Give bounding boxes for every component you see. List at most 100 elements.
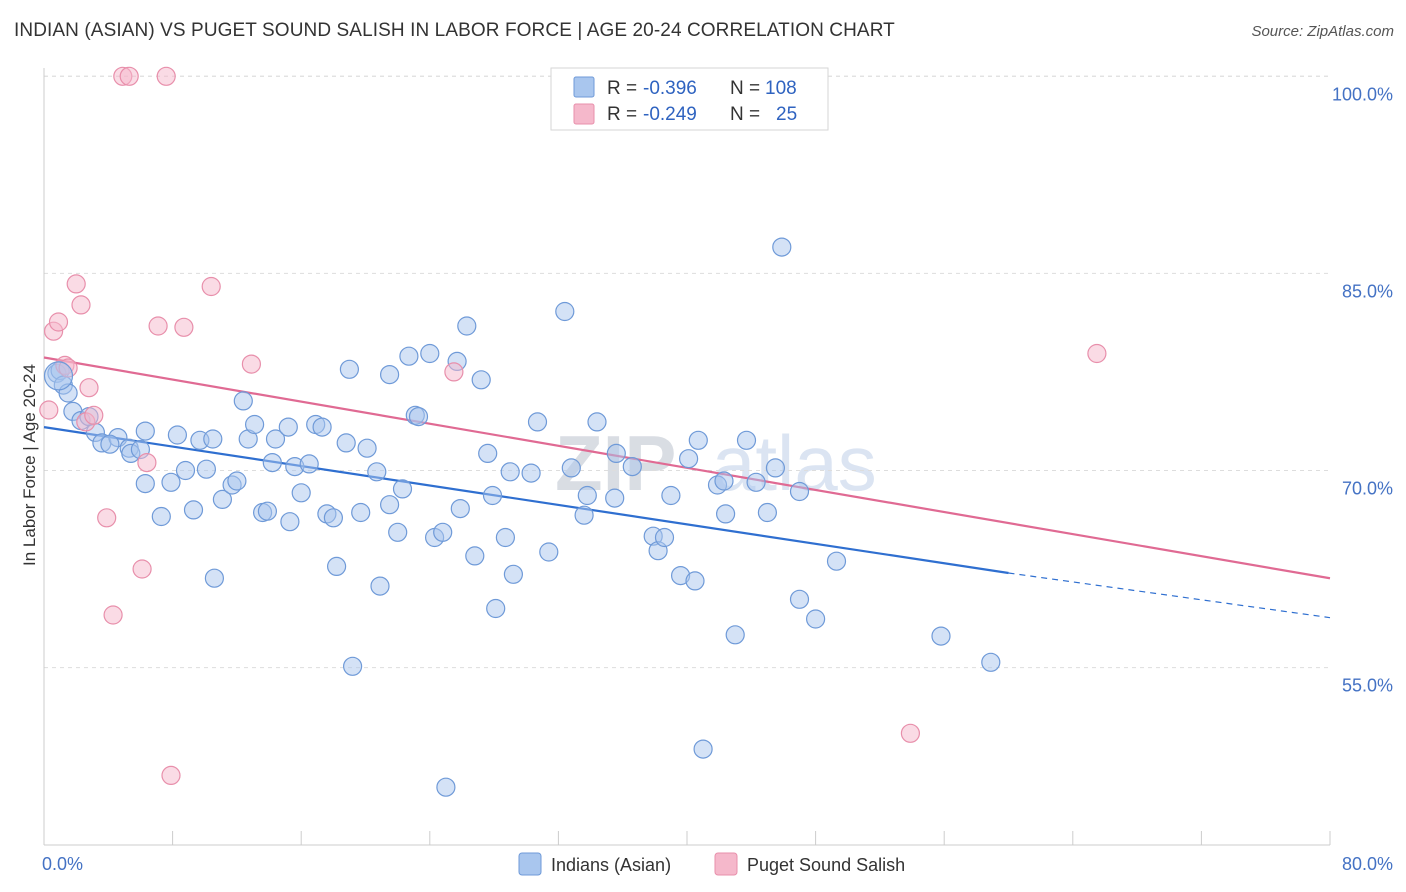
point-indians-47 (343, 656, 363, 676)
point-indians-77 (555, 301, 575, 322)
point-indians-23 (203, 429, 223, 449)
chart-title: INDIAN (ASIAN) VS PUGET SOUND SALISH IN … (14, 20, 895, 41)
point-indians-79 (574, 505, 594, 525)
point-salish-24 (1087, 343, 1107, 364)
point-indians-61 (433, 522, 453, 542)
trend-line-extension-indians (1008, 572, 1331, 619)
legend-n-label-salish: N = (730, 104, 760, 125)
point-indians-91 (685, 571, 705, 591)
legend-n-value-indians: 108 (765, 78, 797, 99)
point-salish-20 (201, 276, 221, 297)
point-indians-95 (714, 471, 734, 491)
point-indians-82 (605, 488, 625, 508)
point-indians-14 (135, 474, 155, 494)
point-indians-99 (746, 472, 766, 492)
point-salish-11 (103, 605, 123, 625)
point-indians-98 (736, 430, 757, 450)
point-indians-96 (715, 504, 736, 524)
point-indians-52 (380, 365, 400, 385)
point-salish-22 (444, 362, 464, 382)
point-salish-16 (148, 316, 168, 336)
point-indians-104 (789, 589, 810, 609)
point-indians-56 (399, 346, 419, 366)
source-label: Source: ZipAtlas.com (1251, 23, 1394, 40)
point-indians-50 (367, 462, 387, 482)
point-salish-17 (156, 66, 176, 86)
y-tick-label-70: 70.0% (1342, 478, 1393, 498)
point-salish-5 (66, 274, 86, 294)
point-indians-107 (931, 626, 951, 646)
point-indians-80 (577, 485, 597, 506)
point-indians-38 (291, 483, 311, 503)
point-indians-54 (388, 522, 408, 542)
point-indians-35 (278, 417, 298, 437)
point-indians-66 (465, 546, 485, 566)
series-legend-swatch-salish (714, 852, 738, 876)
point-indians-55 (392, 479, 413, 499)
point-indians-34 (265, 429, 286, 449)
correlation-legend: R = -0.396 N = 108 R = -0.249 N = 25 (550, 67, 829, 131)
point-indians-cluster (43, 361, 74, 391)
point-salish-23 (900, 723, 921, 743)
point-indians-101 (765, 458, 786, 478)
series-legend: Indians (Asian) Puget Sound Salish (518, 852, 905, 876)
point-salish-19 (174, 317, 194, 337)
point-indians-48 (351, 502, 371, 523)
point-indians-69 (482, 485, 503, 506)
point-salish-6 (71, 295, 91, 315)
point-salish-15 (137, 453, 157, 473)
point-indians-93 (693, 739, 713, 759)
point-indians-45 (336, 433, 356, 453)
point-indians-68 (478, 443, 498, 463)
point-salish-21 (241, 354, 261, 374)
point-indians-92 (688, 430, 708, 450)
point-indians-102 (772, 237, 792, 257)
point-indians-36 (280, 512, 300, 532)
point-indians-19 (175, 460, 196, 481)
y-tick-label-100: 100.0% (1332, 84, 1393, 104)
legend-swatch-salish (573, 103, 595, 125)
point-indians-59 (420, 343, 440, 364)
point-indians-105 (805, 609, 826, 629)
point-indians-87 (654, 527, 675, 548)
point-salish-2 (48, 312, 69, 332)
point-indians-49 (357, 438, 377, 458)
point-indians-83 (606, 443, 626, 463)
point-indians-43 (323, 508, 343, 528)
point-indians-88 (661, 485, 681, 506)
point-indians-73 (503, 564, 524, 584)
series-legend-swatch-indians (518, 852, 542, 876)
point-indians-18 (167, 425, 187, 445)
point-indians-58 (408, 407, 429, 427)
point-indians-24 (204, 568, 224, 588)
point-indians-106 (826, 551, 847, 571)
point-indians-90 (678, 449, 699, 469)
series-legend-label-indians: Indians (Asian) (551, 855, 671, 875)
point-indians-84 (622, 457, 642, 477)
point-indians-103 (789, 481, 810, 502)
point-indians-74 (521, 463, 541, 483)
point-indians-27 (227, 471, 247, 491)
point-salish-14 (132, 559, 152, 579)
point-indians-72 (500, 462, 520, 482)
series-legend-label-salish: Puget Sound Salish (747, 855, 905, 875)
point-indians-20 (183, 500, 204, 520)
point-indians-75 (527, 412, 548, 432)
point-indians-67 (471, 370, 491, 390)
point-indians-17 (161, 472, 181, 492)
legend-box (550, 67, 829, 131)
point-indians-46 (339, 359, 359, 379)
point-indians-108 (981, 652, 1001, 672)
point-indians-78 (561, 458, 581, 478)
tick-labels: 55.0% 70.0% 85.0% 100.0% 0.0% 80.0% (42, 84, 1393, 874)
point-salish-10 (97, 508, 117, 528)
point-salish-9 (84, 405, 104, 425)
y-axis-title: In Labor Force | Age 20-24 (20, 364, 39, 566)
axes (43, 68, 1331, 846)
point-indians-32 (257, 501, 277, 521)
point-salish-0 (39, 400, 59, 420)
legend-r-value-indians: -0.396 (643, 78, 697, 99)
x-tick-label-min: 0.0% (42, 854, 83, 874)
